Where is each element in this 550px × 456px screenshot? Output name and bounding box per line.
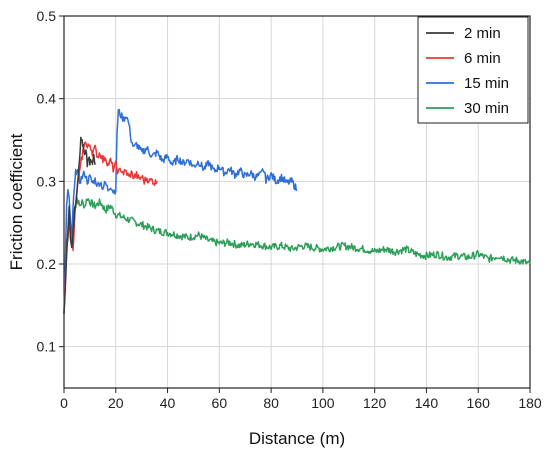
x-axis-title: Distance (m) [249,429,345,448]
x-tick-label: 40 [160,395,176,411]
axis-ticks: 0 20 40 60 80 100 120 140 160 180 0.1 0.2 0.3 0.4 0.5 [37,8,542,411]
x-tick-label: 0 [60,395,68,411]
legend: 2 min 6 min 15 min 30 min [417,16,529,124]
y-tick-label: 0.1 [37,339,57,355]
x-tick-label: 80 [263,395,279,411]
y-tick-label: 0.5 [37,8,57,24]
x-tick-label: 100 [311,395,335,411]
y-tick-label: 0.4 [37,91,57,107]
x-tick-label: 160 [467,395,491,411]
y-tick-label: 0.3 [37,173,57,189]
grid [64,16,530,388]
legend-label: 2 min [464,25,501,42]
x-tick-label: 140 [415,395,439,411]
y-axis-title: Friction coefficient [7,133,26,270]
x-tick-label: 60 [212,395,228,411]
series-lines [63,108,531,314]
series-line-2-min [63,136,96,314]
y-tick-label: 0.2 [37,256,57,272]
legend-label: 6 min [464,50,501,67]
x-tick-label: 20 [108,395,124,411]
legend-label: 15 min [464,75,509,92]
series-line-15-min [63,108,298,314]
x-tick-label: 180 [518,395,542,411]
plot-area-frame [63,15,531,389]
legend-box [417,16,529,124]
series-line-30-min [63,197,531,314]
x-tick-label: 120 [363,395,387,411]
legend-label: 30 min [464,100,509,117]
